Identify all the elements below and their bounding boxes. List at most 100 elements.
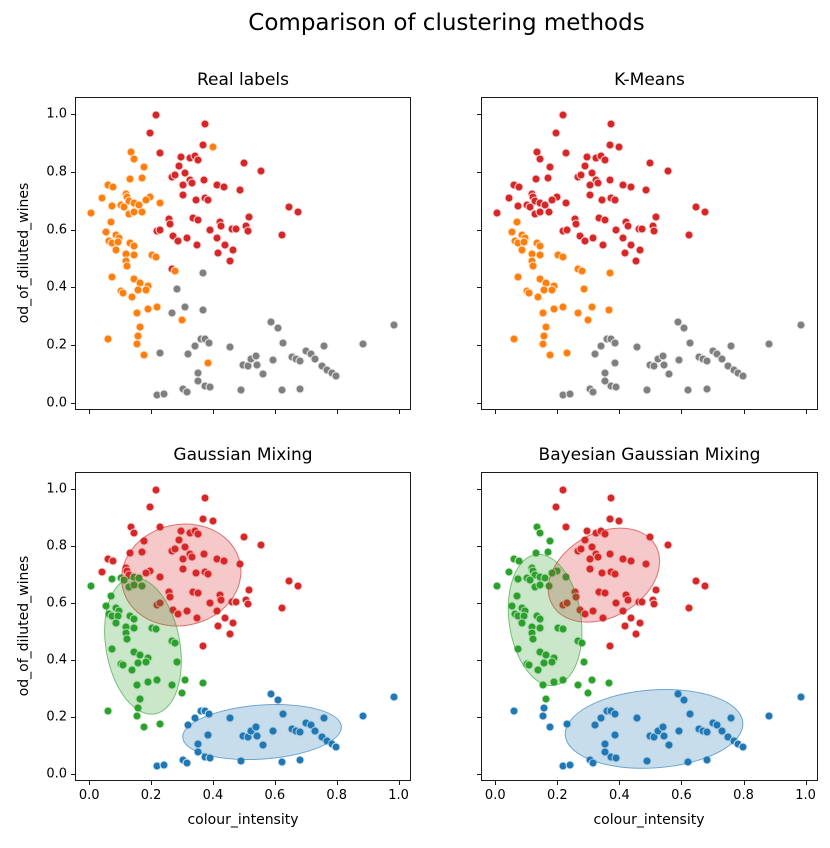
scatter-point-red [597, 568, 607, 578]
scatter-point-blue [203, 730, 213, 740]
scatter-point-red [182, 233, 192, 243]
y-tick-mark [71, 287, 75, 289]
scatter-point-blue [331, 742, 341, 752]
scatter-point-blue [590, 720, 600, 730]
scatter-point-green [504, 567, 514, 577]
scatter-point-orange [137, 207, 147, 217]
scatter-point-red [176, 152, 186, 162]
y-tick-label: 0.0 [46, 766, 67, 782]
scatter-point-gray [738, 371, 748, 381]
scatter-point-red [187, 178, 197, 188]
scatter-point-blue [251, 722, 261, 732]
scatter-point-green [514, 556, 524, 566]
scatter-point-red [600, 529, 610, 539]
y-tick-mark [71, 489, 75, 491]
scatter-point-orange [129, 250, 139, 260]
scatter-point-green [132, 711, 142, 721]
scatter-point-blue [193, 747, 203, 757]
scatter-point-red [610, 195, 620, 205]
scatter-point-gray [198, 268, 208, 278]
x-tick-mark [336, 781, 338, 785]
scatter-point-green [513, 644, 523, 654]
scatter-point-gray [764, 339, 774, 349]
scatter-point-red [228, 618, 238, 628]
scatter-point-red [244, 585, 254, 595]
scatter-point-blue [310, 726, 320, 736]
scatter-point-green [122, 634, 132, 644]
scatter-point-blue [596, 713, 606, 723]
scatter-point-blue [268, 726, 278, 736]
scatter-point-green [512, 591, 522, 601]
scatter-point-red [618, 606, 628, 616]
scatter-point-green [547, 568, 557, 578]
scatter-point-red [606, 119, 616, 128]
y-tick-mark [477, 402, 481, 404]
scatter-point-red [192, 240, 202, 250]
scatter-point-green [544, 581, 554, 591]
scatter-point-gray [565, 389, 575, 399]
scatter-point-red [575, 231, 585, 241]
scatter-point-orange [577, 266, 587, 276]
scatter-point-red [256, 540, 266, 550]
scatter-point-red [168, 605, 178, 615]
scatter-point-red [580, 535, 590, 545]
y-tick-mark [71, 402, 75, 404]
x-tick-mark [212, 410, 214, 414]
scatter-point-red [151, 110, 161, 120]
x-axis-label-left: colour_intensity [187, 812, 299, 828]
scatter-point-red [606, 493, 616, 503]
scatter-point-green [198, 678, 208, 688]
x-tick-mark [619, 781, 621, 785]
scatter-point-red [587, 542, 596, 552]
scatter-point-red [610, 569, 620, 579]
scatter-point-red [155, 572, 165, 582]
scatter-point-blue [642, 756, 652, 766]
scatter-point-red [651, 212, 661, 222]
x-tick-mark [495, 410, 497, 414]
scatter-point-blue [358, 711, 368, 721]
scatter-point-orange [118, 288, 128, 298]
scatter-point-red [623, 595, 633, 605]
scatter-point-gray [193, 376, 203, 386]
scatter-point-green [535, 623, 545, 633]
x-tick-label: 1.0 [795, 788, 816, 803]
scatter-point-red [587, 168, 596, 178]
scatter-point-gray [632, 342, 642, 351]
scatter-point-red [535, 207, 545, 216]
y-tick-mark [477, 659, 481, 661]
scatter-point-red [220, 613, 230, 623]
scatter-point-green [151, 624, 161, 634]
y-tick-mark [477, 489, 481, 491]
scatter-point-gray [331, 371, 341, 381]
y-tick-label: 0.6 [46, 595, 67, 611]
scatter-point-orange [108, 182, 118, 192]
scatter-point-red [649, 599, 659, 609]
scatter-point-orange [137, 173, 147, 183]
x-tick-mark [619, 410, 621, 414]
scatter-point-orange [517, 245, 527, 255]
scatter-point-green [517, 618, 527, 628]
scatter-point-blue [610, 709, 620, 719]
x-tick-label: 0.0 [78, 788, 100, 803]
scatter-point-orange [129, 241, 139, 251]
scatter-point-red [575, 605, 585, 615]
y-tick-mark [477, 546, 481, 548]
scatter-point-blue [545, 722, 555, 732]
scatter-point-red [200, 493, 210, 503]
scatter-point-green [137, 581, 147, 591]
scatter-point-orange [101, 227, 111, 237]
scatter-point-green [528, 634, 538, 644]
scatter-point-blue [183, 720, 193, 730]
scatter-point-red [663, 540, 673, 550]
scatter-point-green [558, 675, 568, 685]
x-tick-mark [743, 410, 745, 414]
scatter-point-green [538, 680, 548, 690]
x-tick-mark [336, 410, 338, 414]
scatter-point-green [129, 580, 139, 590]
x-tick-mark [274, 410, 276, 414]
scatter-point-red [192, 613, 202, 623]
scatter-point-red [620, 248, 629, 258]
scatter-point-blue [225, 713, 235, 723]
scatter-point-red [626, 613, 636, 623]
